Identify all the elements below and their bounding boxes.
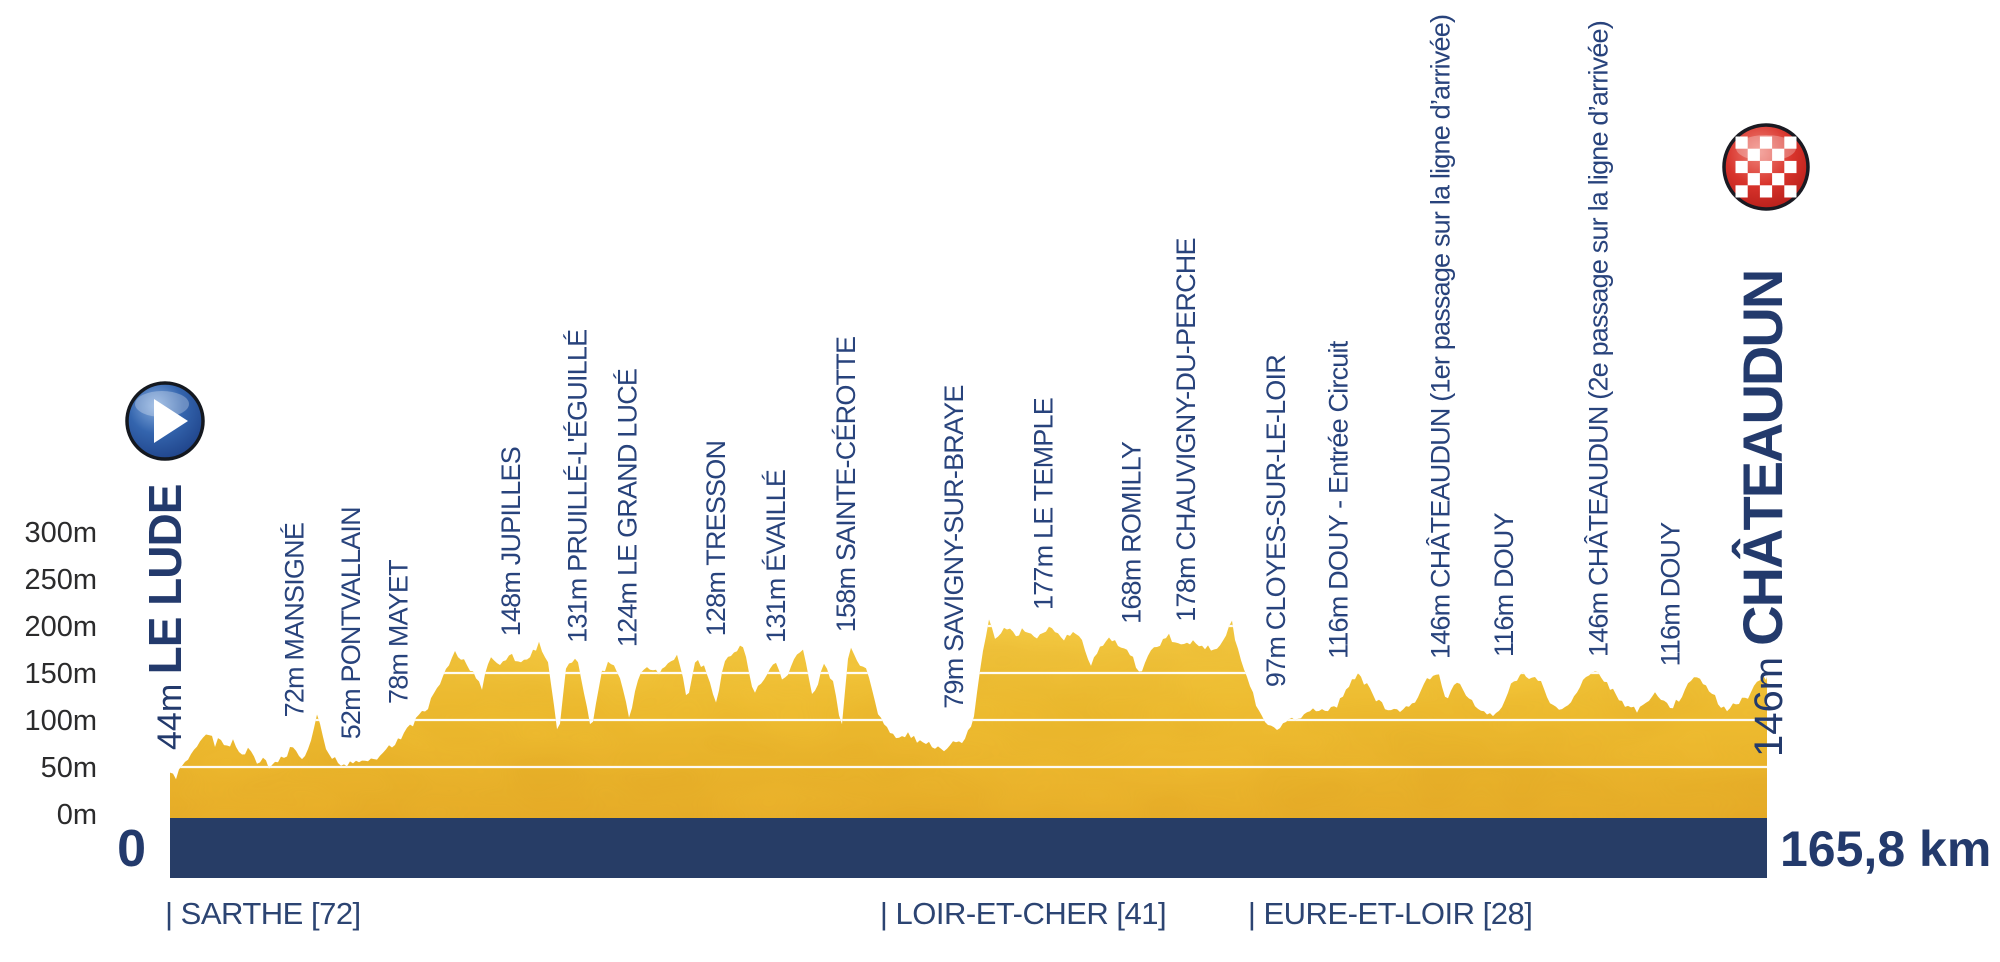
waypoint-label: 148m JUPILLES — [496, 447, 526, 636]
finish-icon-checker-square — [1747, 173, 1760, 186]
waypoint-label: 78m MAYET — [383, 560, 413, 704]
waypoint-label: 116m DOUY - Entrée Circuit — [1323, 340, 1353, 659]
waypoint-label: 116m DOUY — [1489, 512, 1519, 657]
start-elevation: 44m — [151, 674, 189, 750]
waypoint-label: 131m PRUILLÉ-L'ÉGUILLÉ — [563, 330, 593, 643]
finish-icon-gloss — [1736, 135, 1796, 161]
y-axis-label: 0m — [57, 799, 97, 831]
start-name: LE LUDE — [139, 485, 191, 675]
finish-icon-checker-square — [1772, 173, 1785, 186]
waypoint-label: 97m CLOYES-SUR-LE-LOIR — [1261, 355, 1291, 687]
play-icon-gloss — [135, 391, 189, 417]
total-distance-label: 165,8 km — [1780, 821, 1991, 877]
y-axis-label: 50m — [41, 752, 97, 784]
play-icon — [125, 381, 205, 461]
finish-icon-checker-square — [1784, 185, 1797, 198]
department-label: | LOIR-ET-CHER [41] — [880, 896, 1166, 931]
distance-bar — [170, 818, 1767, 878]
y-axis-label: 150m — [24, 658, 97, 690]
waypoint-label: 158m SAINTE-CÉROTTE — [831, 337, 861, 632]
finish-icon-checker-square — [1735, 136, 1748, 149]
finish-icon-checker-square — [1759, 136, 1773, 149]
km-start-label: 0 — [117, 820, 146, 878]
waypoint-label: 79m SAVIGNY-SUR-BRAYE — [939, 385, 969, 708]
y-axis-label: 300m — [24, 517, 97, 549]
y-axis-label: 200m — [24, 611, 97, 643]
waypoint-label: 177m LE TEMPLE — [1029, 398, 1059, 610]
y-axis-label: 250m — [24, 564, 97, 596]
finish-icon-checker-square — [1735, 160, 1748, 174]
waypoint-label: 116m DOUY — [1656, 522, 1686, 667]
waypoint-label: 146m CHÂTEAUDUN (1er passage sur la lign… — [1425, 15, 1456, 659]
finish-icon-checker-square — [1784, 136, 1797, 149]
finish-icon-checker-square — [1759, 185, 1773, 198]
finish-icon-checker-square — [1784, 160, 1797, 174]
waypoint-label: 131m ÉVAILLÉ — [761, 470, 791, 643]
finish-icon-checker-square — [1735, 185, 1748, 198]
department-label: | SARTHE [72] — [165, 896, 361, 931]
checkered-finish-icon — [1722, 123, 1810, 211]
finish-name: CHÂTEAUDUN — [1731, 271, 1794, 646]
waypoint-label: 124m LE GRAND LUCÉ — [613, 369, 643, 647]
finish-icon-checker-square — [1772, 148, 1785, 161]
waypoint-label: 146m CHÂTEAUDUN (2e passage sur la ligne… — [1583, 21, 1614, 657]
finish-icon-checker-square — [1759, 160, 1773, 174]
waypoint-label: 52m PONTVALLAIN — [336, 507, 366, 739]
start-label: 44m LE LUDE — [139, 485, 191, 750]
finish-icon-checker-square — [1747, 148, 1760, 161]
waypoint-label: 168m ROMILLY — [1116, 441, 1146, 624]
waypoint-label: 178m CHAUVIGNY-DU-PERCHE — [1171, 238, 1201, 621]
waypoint-label: 72m MANSIGNÉ — [279, 523, 309, 717]
finish-elevation: 146m — [1747, 646, 1791, 757]
y-axis-label: 100m — [24, 705, 97, 737]
finish-label: 146m CHÂTEAUDUN — [1731, 271, 1794, 757]
play-icon-triangle — [154, 399, 188, 443]
department-label: | EURE-ET-LOIR [28] — [1248, 896, 1533, 931]
waypoint-label: 128m TRESSON — [701, 441, 731, 636]
